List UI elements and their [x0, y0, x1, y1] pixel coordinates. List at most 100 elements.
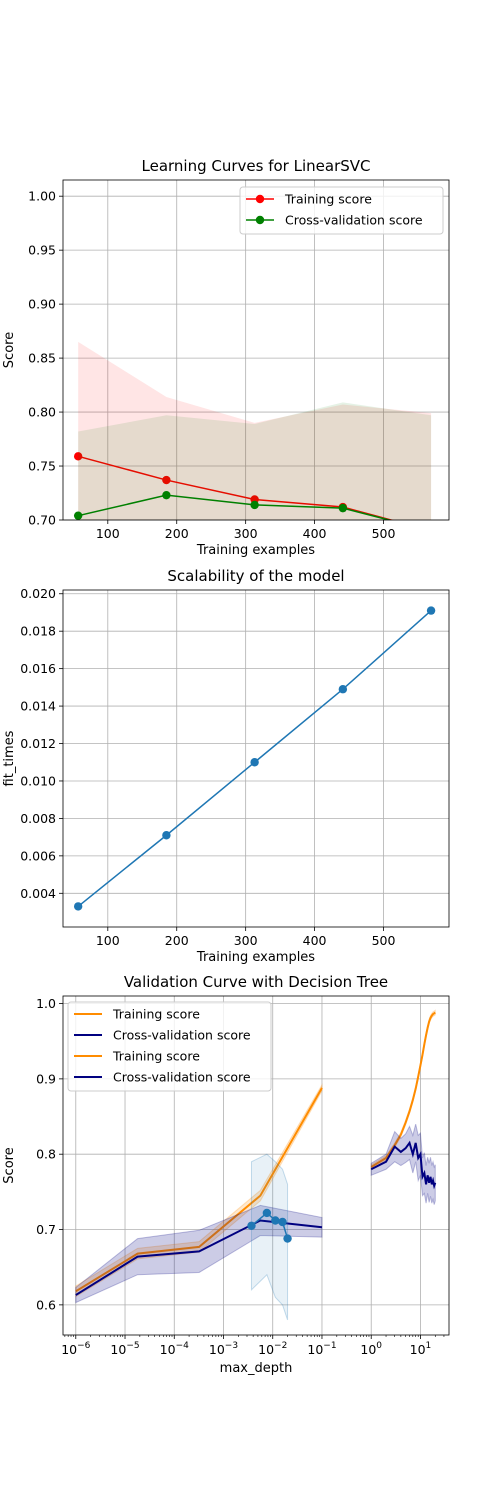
x-tick-label-0: 100: [96, 933, 120, 948]
x-tick-label-4: 500: [372, 526, 396, 541]
point-4-0: [247, 1221, 256, 1230]
y-tick-label-0: 0.70: [28, 513, 56, 528]
x-tick-label-5: 10−1: [307, 1341, 336, 1357]
x-tick-label-3: 400: [303, 526, 327, 541]
point-0-0: [73, 902, 83, 911]
y-ticks: 0.6 0.7 0.8 0.9 1.0: [36, 996, 63, 1312]
x-tick-label-1: 200: [165, 933, 189, 948]
legend-box: [239, 186, 444, 235]
y-tick-label-3: 0.9: [36, 1071, 56, 1086]
legend-label-2: Training score: [112, 1049, 200, 1064]
series-line-2: [370, 1011, 436, 1168]
legend: Training score Cross-validation score Trai…: [67, 1001, 272, 1092]
x-tick-label-2: 300: [234, 933, 258, 948]
y-ticks: 0.70 0.75 0.80 0.85 0.90 0.95 1.00: [28, 189, 63, 528]
x-tick-label-1: 200: [165, 526, 189, 541]
point-1-1: [162, 490, 171, 500]
series-line-3: [370, 1140, 437, 1190]
y-tick-label-1: 0.006: [20, 848, 56, 863]
x-tick-label-0: 10−6: [61, 1341, 90, 1357]
point-0-0: [73, 452, 83, 461]
point-4-3: [278, 1217, 287, 1227]
x-axis-label: Training examples: [196, 543, 315, 558]
point-1-4: [427, 527, 435, 535]
chart-title: Learning Curves for LinearSVC: [142, 157, 371, 175]
series-group: [73, 341, 435, 535]
axes-frame: [62, 589, 450, 928]
series-group: [75, 1009, 437, 1321]
chart-3: 10−6 10−5 10−4 10−3 10−2 10−1 100 1010.60.70.80…: [2, 973, 450, 1376]
axes-frame: [62, 995, 450, 1336]
point-1-2: [250, 500, 259, 510]
x-ticks: 100 200 300 400 500: [96, 520, 396, 541]
y-axis-label: Score: [2, 332, 17, 368]
point-4-1: [262, 1208, 272, 1218]
chart-1: 100 200 300 400 500 0.70 0.75 0.80 0.85 0.90 0.95 1…: [2, 157, 450, 558]
y-tick-label-4: 1.0: [36, 996, 56, 1011]
legend-label-1: Cross-validation score: [285, 213, 423, 228]
series-line-0: [75, 1087, 323, 1293]
y-tick-label-5: 0.014: [20, 699, 56, 714]
point-0-4: [427, 527, 435, 535]
y-tick-label-6: 1.00: [28, 189, 56, 204]
y-tick-label-0: 0.004: [20, 886, 56, 901]
point-4-4: [283, 1234, 292, 1243]
x-tick-label-0: 100: [96, 526, 120, 541]
legend-label-3: Cross-validation score: [113, 1070, 251, 1085]
chart-title: Scalability of the model: [167, 567, 344, 585]
x-tick-label-4: 500: [372, 933, 396, 948]
chart-title: Validation Curve with Decision Tree: [124, 973, 388, 991]
x-tick-label-1: 10−5: [110, 1341, 139, 1357]
legend: Training score Cross-validation score: [239, 186, 444, 235]
x-tick-label-3: 10−3: [209, 1341, 238, 1357]
legend-label-1: Cross-validation score: [113, 1028, 251, 1043]
axes-frame: [62, 179, 450, 521]
x-axis-label: max_depth: [220, 1361, 293, 1376]
series-group: [73, 606, 436, 911]
point-0-1: [162, 831, 171, 840]
y-tick-label-4: 0.012: [20, 736, 56, 751]
y-tick-label-2: 0.80: [28, 405, 56, 420]
point-0-2: [250, 758, 259, 767]
gridlines: [63, 590, 449, 927]
band-1: [78, 402, 432, 520]
x-tick-label-3: 400: [303, 933, 327, 948]
point-0-4: [426, 606, 436, 615]
y-tick-label-2: 0.008: [20, 811, 56, 826]
y-tick-label-1: 0.75: [28, 459, 56, 474]
chart-2: 100 200 300 400 500 0.004 0.006 0.008 0.010 0.012…: [2, 567, 450, 965]
x-ticks: 10−6 10−5 10−4 10−3 10−2 10−1 100 101: [61, 1335, 445, 1357]
band-1: [75, 1204, 323, 1304]
legend-label-0: Training score: [284, 192, 372, 207]
y-tick-label-8: 0.020: [20, 586, 56, 601]
y-tick-label-5: 0.95: [28, 243, 56, 258]
y-tick-label-4: 0.90: [28, 297, 56, 312]
y-tick-label-3: 0.010: [20, 773, 56, 788]
x-tick-label-7: 101: [410, 1341, 432, 1357]
legend-box: [67, 1001, 272, 1092]
y-tick-label-7: 0.018: [20, 624, 56, 639]
y-tick-label-3: 0.85: [28, 351, 56, 366]
band-4: [250, 1153, 289, 1321]
x-axis-label: Training examples: [196, 950, 315, 965]
y-tick-label-0: 0.6: [36, 1297, 56, 1312]
x-tick-label-2: 10−4: [160, 1341, 189, 1357]
legend-marker-1: [255, 215, 265, 225]
x-ticks: 100 200 300 400 500: [96, 927, 396, 948]
y-tick-label-1: 0.7: [36, 1222, 56, 1237]
y-ticks: 0.004 0.006 0.008 0.010 0.012 0.014 0.016 0.018…: [20, 586, 63, 901]
band-3: [370, 1123, 436, 1205]
x-tick-label-6: 100: [360, 1341, 382, 1357]
y-axis-label: Score: [2, 1147, 17, 1183]
y-axis-label: fit_times: [2, 730, 17, 786]
point-1-0: [73, 511, 83, 520]
point-0-3: [338, 685, 348, 694]
legend-marker-0: [255, 194, 265, 204]
point-0-1: [162, 475, 171, 485]
x-tick-label-4: 10−2: [258, 1341, 287, 1357]
band-0: [78, 341, 432, 520]
point-1-3: [338, 503, 348, 513]
y-tick-label-6: 0.016: [20, 661, 56, 676]
x-tick-label-2: 300: [234, 526, 258, 541]
